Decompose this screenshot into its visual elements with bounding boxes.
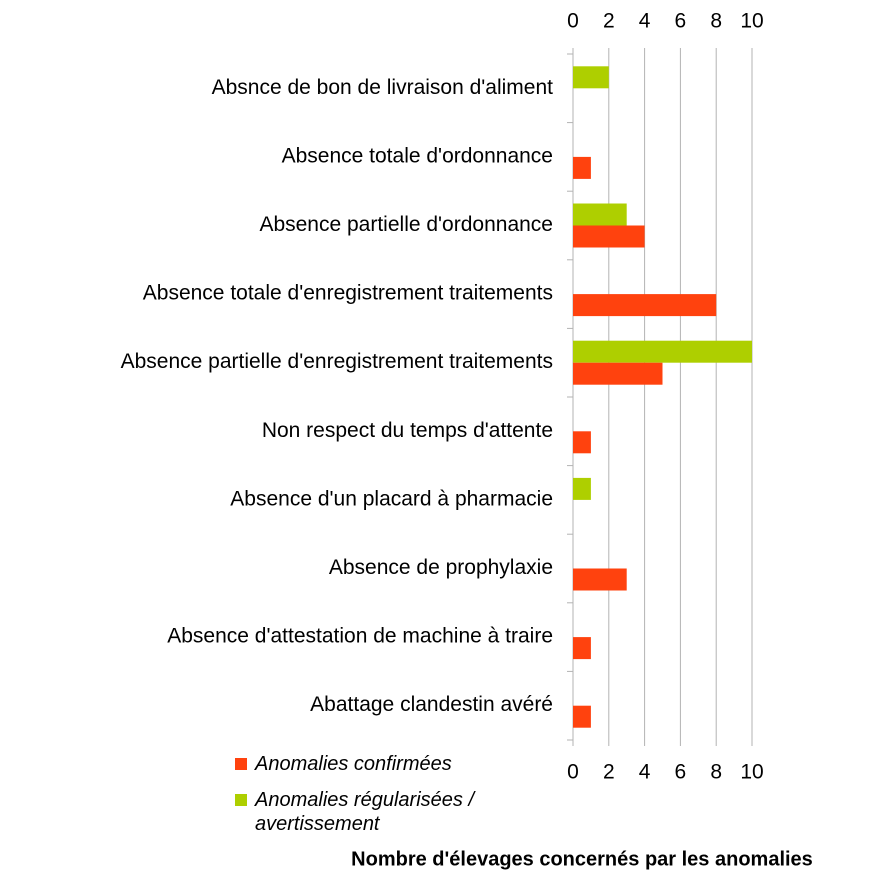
bar (573, 156, 591, 179)
y-tick-label: Abattage clandestin avéré (310, 693, 553, 716)
x-tick-label: 2 (603, 761, 615, 784)
bar (573, 637, 591, 660)
bar (573, 431, 591, 454)
y-tick-label: Absence d'un placard à pharmacie (230, 487, 553, 510)
bar (573, 568, 627, 591)
bar (573, 66, 609, 89)
x-tick-label: 0 (567, 761, 579, 784)
x-tick-label: 10 (740, 761, 763, 784)
y-tick-label: Absence de prophylaxie (329, 556, 553, 579)
y-tick-label: Absence totale d'ordonnance (282, 144, 553, 167)
legend-swatch (235, 758, 247, 770)
legend-label: Anomalies confirmées (255, 753, 452, 775)
x-tick-label: 10 (740, 10, 763, 33)
bar (573, 705, 591, 728)
y-tick-label: Non respect du temps d'attente (262, 419, 553, 442)
y-tick-label: Absence d'attestation de machine à trair… (167, 625, 553, 648)
y-tick-label: Absence totale d'enregistrement traiteme… (143, 282, 553, 305)
y-tick-label: Absence partielle d'ordonnance (259, 213, 553, 236)
x-tick-label: 8 (710, 10, 722, 33)
x-tick-label: 6 (675, 10, 687, 33)
x-tick-label: 2 (603, 10, 615, 33)
legend-swatch (235, 794, 247, 806)
y-tick-label: Absnce de bon de livraison d'aliment (212, 76, 554, 99)
bar (573, 362, 663, 385)
x-tick-label: 4 (639, 761, 651, 784)
bar (573, 294, 717, 317)
bar (573, 203, 627, 226)
legend-label: Anomalies régularisées / avertissement (255, 789, 474, 835)
x-tick-label: 0 (567, 10, 579, 33)
x-axis-title: Nombre d'élevages concernés par les anom… (351, 848, 813, 870)
x-tick-label: 8 (710, 761, 722, 784)
x-tick-label: 6 (675, 761, 687, 784)
bar (573, 477, 591, 500)
y-tick-label: Absence partielle d'enregistrement trait… (121, 350, 553, 373)
x-tick-label: 4 (639, 10, 651, 33)
bar (573, 225, 645, 248)
bar (573, 340, 752, 363)
